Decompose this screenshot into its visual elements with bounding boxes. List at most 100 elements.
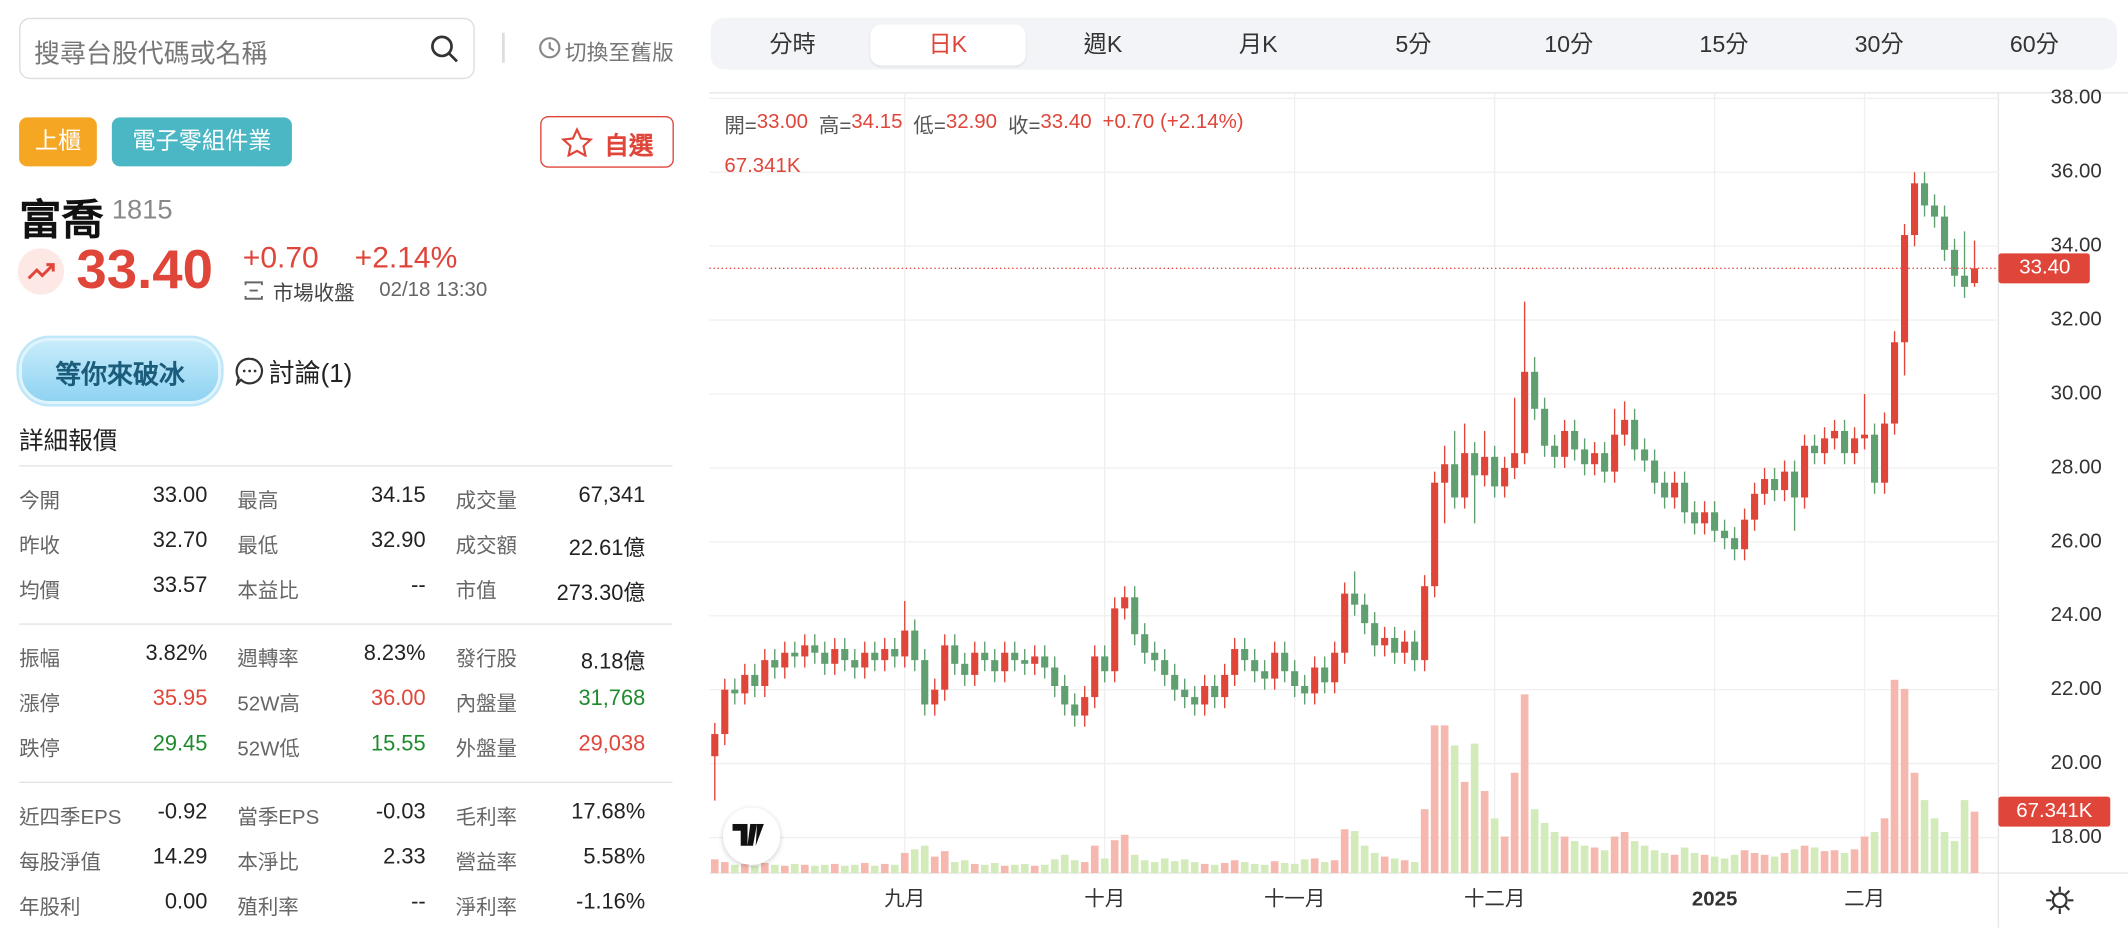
- divider: [501, 32, 505, 63]
- period-tab[interactable]: 日K: [870, 24, 1026, 66]
- last-price-label: 33.40: [2019, 256, 2070, 279]
- period-tab[interactable]: 30分: [1854, 31, 1904, 58]
- y-tick-label: 38.00: [2051, 86, 2102, 109]
- clock-icon: [539, 37, 561, 59]
- quote-value: --: [411, 890, 426, 914]
- search-icon: [431, 35, 458, 63]
- candle-body: [851, 660, 859, 668]
- quote-label: 當季EPS: [237, 806, 320, 830]
- candle-body: [1011, 652, 1019, 661]
- candle-body: [1361, 604, 1369, 624]
- tv-logo[interactable]: [722, 807, 781, 865]
- candle-body: [1391, 637, 1399, 653]
- candle-body: [1791, 471, 1799, 498]
- quote-value: 32.90: [370, 529, 426, 553]
- volume-bar: [1190, 862, 1199, 874]
- period-tab[interactable]: 60分: [2009, 31, 2059, 58]
- volume-bar: [1540, 822, 1549, 874]
- candle-body: [1501, 467, 1509, 487]
- volume-bar: [1340, 829, 1349, 874]
- candle-body: [1831, 430, 1839, 439]
- volume-bar: [1900, 688, 1909, 874]
- volume-bar: [1670, 854, 1679, 874]
- volume-bar: [830, 863, 839, 874]
- volume-bar: [1620, 832, 1629, 874]
- y-tick-label: 22.00: [2051, 677, 2102, 700]
- volume-bar: [1840, 852, 1849, 874]
- quote-value: 5.58%: [583, 845, 646, 869]
- volume-bar: [820, 864, 829, 874]
- x-tick-label: 2025: [1692, 888, 1738, 911]
- period-tab[interactable]: 週K: [1083, 31, 1123, 58]
- candle-body: [1041, 656, 1049, 668]
- search-box[interactable]: 搜尋台股代碼或名稱: [19, 17, 475, 80]
- candle-body: [711, 734, 719, 757]
- industry-tag: 電子零組件業: [111, 117, 292, 167]
- info-item: 高= 34.15: [819, 110, 903, 139]
- period-tab[interactable]: 10分: [1544, 31, 1594, 58]
- volume-bar: [1860, 836, 1869, 874]
- volume-bar: [1390, 858, 1399, 874]
- period-tab[interactable]: 15分: [1699, 31, 1749, 58]
- volume-bar: [1690, 852, 1699, 874]
- candle-body: [1761, 479, 1769, 494]
- info-item: 開= 33.00: [724, 110, 808, 139]
- period-tab[interactable]: 5分: [1395, 31, 1432, 58]
- candle-body: [1701, 512, 1709, 524]
- info-change: +0.70 (+2.14%): [1102, 110, 1244, 134]
- watch-button[interactable]: 自選: [540, 115, 674, 168]
- quote-label: 本淨比: [237, 851, 299, 875]
- info-label: 高=: [818, 114, 852, 138]
- quote-value: 33.00: [152, 484, 208, 508]
- volume-bar: [1050, 859, 1059, 874]
- volume-bar: [1060, 854, 1069, 874]
- period-tab[interactable]: 月K: [1238, 31, 1278, 58]
- volume-bar: [1730, 854, 1739, 874]
- candle-body: [1930, 205, 1939, 217]
- volume-bar: [1480, 790, 1489, 874]
- volume-bar: [990, 862, 999, 874]
- discuss-link[interactable]: 討論(1): [268, 360, 353, 389]
- ice-badge[interactable]: 等你來破冰: [19, 338, 221, 404]
- volume-bar: [1910, 772, 1919, 874]
- volume-bar: [770, 864, 779, 874]
- candle-body: [1751, 493, 1759, 520]
- candle-body: [841, 649, 849, 661]
- candle-body: [1251, 660, 1259, 672]
- period-tab[interactable]: 分時: [769, 31, 816, 58]
- candle-body: [811, 645, 819, 653]
- volume-bar: [1770, 856, 1779, 874]
- quote-title: 詳細報價: [19, 426, 118, 455]
- market-tag: 上櫃: [19, 117, 97, 167]
- volume-bar: [1310, 858, 1319, 874]
- quote-label: 昨收: [19, 534, 61, 558]
- volume-bar: [900, 852, 909, 874]
- candle-body: [1121, 597, 1129, 609]
- quote-label: 跌停: [19, 737, 61, 762]
- volume-bar: [1100, 858, 1109, 874]
- settings-icon[interactable]: [2045, 885, 2075, 915]
- candle-body: [1441, 464, 1449, 483]
- volume-bar: [1200, 863, 1209, 874]
- candle-body: [1001, 652, 1009, 672]
- volume-bar: [1330, 860, 1339, 874]
- candle-body: [931, 689, 939, 705]
- volume-bar: [930, 856, 939, 874]
- candle-body: [921, 660, 929, 705]
- candle-body: [1221, 674, 1229, 698]
- candle-body: [881, 649, 889, 661]
- old-version-link[interactable]: 切換至舊版: [564, 42, 674, 66]
- candle-body: [1301, 685, 1309, 694]
- candle-body: [1181, 689, 1189, 698]
- volume-bar: [1720, 858, 1729, 874]
- volume-bar: [1120, 834, 1129, 874]
- status-icon: [244, 281, 263, 300]
- quote-label: 本益比: [237, 579, 299, 603]
- volume-bar: [850, 864, 859, 874]
- candle-body: [1331, 652, 1339, 683]
- candle-body: [781, 652, 789, 668]
- volume-bar: [810, 865, 819, 874]
- volume-bar: [710, 859, 719, 874]
- volume-bar: [940, 851, 949, 874]
- candle-body: [1601, 453, 1609, 472]
